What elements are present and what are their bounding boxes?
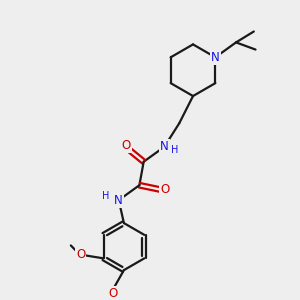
Text: N: N bbox=[114, 194, 123, 207]
Text: O: O bbox=[160, 183, 170, 196]
Text: O: O bbox=[76, 248, 85, 261]
Text: H: H bbox=[171, 145, 178, 155]
Text: H: H bbox=[102, 191, 110, 201]
Text: O: O bbox=[122, 139, 131, 152]
Text: N: N bbox=[160, 140, 169, 153]
Text: N: N bbox=[211, 51, 220, 64]
Text: O: O bbox=[109, 286, 118, 300]
